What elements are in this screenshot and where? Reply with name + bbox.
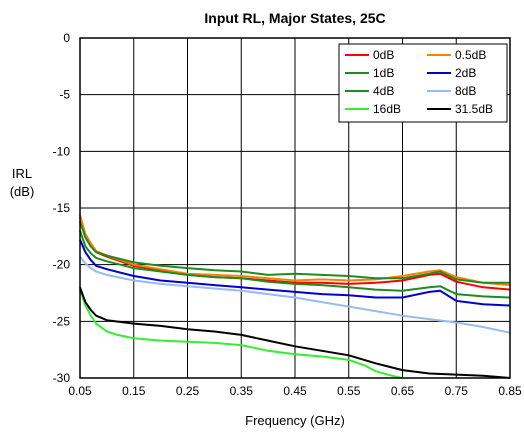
- series-line-2dB: [79, 239, 511, 307]
- y-tick-label: -10: [53, 144, 71, 158]
- series-line-4dB: [79, 230, 511, 299]
- x-tick-label: 0.15: [122, 384, 146, 398]
- x-tick-label: 0.05: [68, 384, 92, 398]
- y-axis-label-line2: (dB): [10, 184, 35, 199]
- x-tick-label: 0.65: [391, 384, 415, 398]
- legend-label: 8dB: [455, 84, 476, 98]
- tick-labels: 0.05 0.15 0.25 0.35 0.45 0.55 0.65 0.75 0.85 0 -5 -…: [53, 31, 522, 398]
- series-line-1dB: [79, 221, 510, 284]
- x-tick-label: 0.75: [445, 384, 469, 398]
- y-tick-label: -30: [53, 371, 71, 385]
- plot-frame: [79, 37, 511, 379]
- y-tick-label: -15: [53, 201, 71, 215]
- x-axis-label: Frequency (GHz): [245, 413, 345, 428]
- chart-title: Input RL, Major States, 25C: [204, 10, 385, 26]
- y-tick-label: -20: [53, 258, 71, 272]
- legend-label: 16dB: [373, 102, 401, 116]
- series-line-8dB: [79, 256, 511, 334]
- x-tick-label: 0.45: [283, 384, 307, 398]
- legend-label: 31.5dB: [455, 102, 493, 116]
- legend: 0dB 0.5dB 1dB 2dB 4dB 8dB 16dB 31.5dB: [338, 43, 508, 123]
- legend-label: 1dB: [373, 66, 394, 80]
- y-axis-label-line1: IRL: [12, 166, 32, 181]
- legend-label: 0.5dB: [455, 48, 486, 62]
- y-tick-label: 0: [63, 31, 70, 45]
- legend-label: 4dB: [373, 84, 394, 98]
- series-lines: [79, 214, 511, 379]
- legend-label: 0dB: [373, 48, 394, 62]
- x-tick-label: 0.25: [176, 384, 200, 398]
- x-tick-label: 0.55: [337, 384, 361, 398]
- y-tick-label: -25: [53, 314, 71, 328]
- x-tick-label: 0.35: [230, 384, 254, 398]
- series-line-16dB: [79, 289, 403, 379]
- legend-label: 2dB: [455, 66, 476, 80]
- series-line-31.5dB: [79, 286, 511, 379]
- x-tick-label: 0.85: [498, 384, 522, 398]
- y-tick-label: -5: [59, 88, 70, 102]
